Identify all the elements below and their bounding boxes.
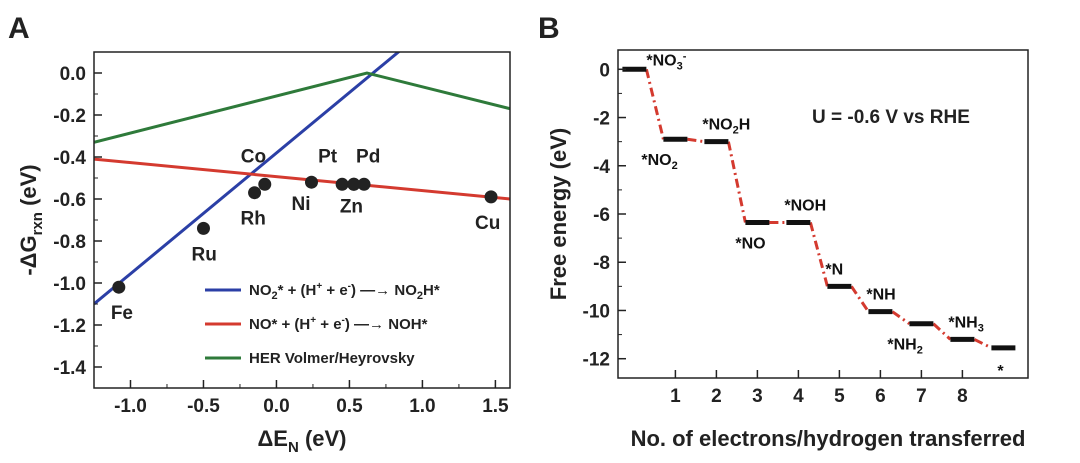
x-tick-label: 1.5 (482, 396, 509, 417)
y-tick-label: 0.0 (60, 64, 86, 85)
b-y-tick-label: -10 (583, 301, 610, 322)
panel-b-chart: *NO3- *NO2 *NO2H *NO *NOH *N *NH *NH2 *NH3 * 1 2 3 4 5… (546, 49, 1029, 451)
data-point-9 (484, 190, 498, 204)
point-label-fe: Fe (111, 303, 133, 324)
b-x-tick-label: 7 (916, 386, 927, 407)
intermediate-label-3: *NO (735, 235, 765, 252)
y-tick-label: -0.6 (53, 190, 86, 211)
y-tick-label: -1.4 (53, 358, 86, 379)
panel-a-chart: Fe Ru Rh Co Ni Pt Pd Zn Cu -1.0 -0.5 0.0 0.5 1.0 1.5 0.… (16, 51, 511, 456)
step-connector-6 (891, 310, 911, 325)
y-tick-label: -1.0 (53, 274, 86, 295)
b-x-tick-label: 2 (711, 386, 722, 407)
point-label-pt: Pt (318, 146, 338, 167)
point-label-co: Co (241, 146, 266, 167)
y-axis-title: -ΔGrxn (eV) (16, 164, 46, 275)
data-point-3 (258, 177, 272, 191)
b-x-tick-label: 5 (834, 386, 845, 407)
panel-a-frame (93, 51, 511, 389)
x-tick-label: -1.0 (114, 396, 147, 417)
point-label-ru: Ru (191, 244, 216, 265)
b-y-tick-label: 0 (599, 60, 610, 81)
intermediate-label-2: *NO2H (702, 117, 750, 137)
intermediate-label-5: *N (825, 261, 843, 278)
b-x-tick-label: 8 (957, 386, 968, 407)
data-point-0 (112, 280, 126, 294)
b-x-tick-label: 6 (875, 386, 886, 407)
series-line-0 (94, 52, 401, 306)
point-label-rh: Rh (241, 209, 266, 230)
data-point-2 (248, 186, 262, 200)
panel-b-letter: B (538, 12, 560, 45)
point-label-cu: Cu (475, 213, 500, 234)
x-tick-label: -0.5 (187, 396, 220, 417)
legend-entry-2: HER Volmer/Heyrovsky (249, 350, 415, 367)
b-y-tick-label: -2 (593, 109, 610, 130)
data-point-5 (335, 177, 349, 191)
intermediate-label-7: *NH2 (887, 337, 922, 357)
b-y-tick-label: -4 (593, 157, 610, 178)
panel-a-legend: NO2* + (H+ + e-) —→ NO2H* NO* + (H+ + e-)… (205, 281, 440, 367)
intermediate-label-1: *NO2 (641, 152, 677, 172)
x-axis-title: ΔEN (eV) (257, 426, 346, 456)
x-tick-label: 1.0 (409, 396, 435, 417)
x-tick-label: 0.5 (336, 396, 363, 417)
x-tick-label: 0.0 (263, 396, 289, 417)
legend-entry-0: NO2* + (H+ + e-) —→ NO2H* (249, 281, 440, 302)
legend-entry-1: NO* + (H+ + e-) —→ NOH* (249, 315, 428, 333)
potential-annotation: U = -0.6 V vs RHE (812, 107, 970, 128)
point-label-zn: Zn (340, 196, 363, 217)
y-tick-label: -0.8 (53, 232, 86, 253)
series-line-2 (94, 71, 510, 144)
b-y-axis-title: Free energy (eV) (546, 128, 571, 300)
y-tick-label: -1.2 (53, 316, 86, 337)
series-line-1 (94, 157, 510, 201)
step-connector-1 (687, 137, 705, 144)
panel-a-letter: A (8, 12, 30, 45)
point-label-pd: Pd (356, 146, 380, 167)
y-tick-label: -0.2 (53, 106, 86, 127)
y-tick-label: -0.4 (53, 148, 86, 169)
data-point-4 (304, 175, 318, 189)
panel-a-lines (94, 52, 510, 306)
b-x-tick-label: 1 (670, 386, 681, 407)
step-connector-2 (726, 141, 747, 223)
b-y-tick-label: -12 (583, 350, 610, 371)
b-x-tick-label: 4 (793, 386, 804, 407)
b-x-tick-label: 3 (752, 386, 763, 407)
step-connector-5 (850, 285, 870, 313)
data-point-7 (357, 177, 371, 191)
step-connector-4 (808, 222, 829, 287)
step-connector-7 (932, 322, 952, 341)
intermediate-label-6: *NH (866, 287, 895, 304)
intermediate-label-4: *NOH (784, 197, 826, 214)
intermediate-label-0: *NO3- (646, 50, 686, 72)
step-connector-0 (644, 68, 665, 140)
b-y-tick-label: -6 (593, 205, 610, 226)
data-point-1 (196, 221, 210, 235)
intermediate-label-9: * (997, 363, 1004, 380)
data-point-8 (347, 177, 361, 191)
point-label-ni: Ni (291, 194, 310, 215)
b-x-axis-title: No. of electrons/hydrogen transferred (631, 426, 1026, 451)
intermediate-label-8: *NH3 (948, 314, 983, 334)
b-y-tick-label: -8 (593, 253, 610, 274)
step-connector-8 (973, 338, 993, 350)
